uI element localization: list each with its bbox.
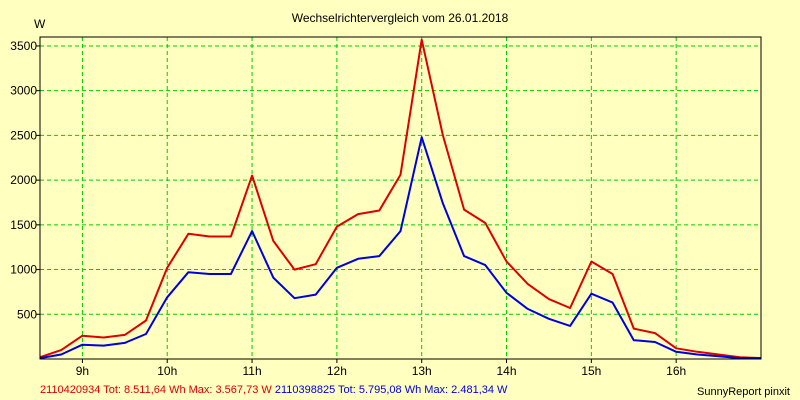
x-tick-label: 13h xyxy=(412,364,432,378)
x-tick-label: 12h xyxy=(327,364,347,378)
y-tick-label: 1000 xyxy=(10,263,37,277)
series-1-summary: 2110420934 Tot: 8.511,64 Wh Max: 3.567,7… xyxy=(40,384,272,396)
series-2-line xyxy=(39,136,761,360)
y-tick-label: 2000 xyxy=(10,173,37,187)
x-tick-label: 10h xyxy=(157,364,177,378)
y-tick-label: 3500 xyxy=(10,39,37,53)
chart-footer: 2110420934 Tot: 8.511,64 Wh Max: 3.567,7… xyxy=(40,384,507,396)
chart-title: Wechselrichtervergleich vom 26.01.2018 xyxy=(291,11,509,25)
x-tick-label: 9h xyxy=(76,364,89,378)
x-tick-label: 16h xyxy=(666,364,686,378)
series-1-line xyxy=(39,38,762,360)
y-tick-label: 1500 xyxy=(10,218,37,232)
y-tick-label: 2500 xyxy=(10,128,37,142)
y-tick-label: 500 xyxy=(17,307,37,321)
x-tick-label: 14h xyxy=(497,364,517,378)
y-tick-label: 3000 xyxy=(10,84,37,98)
x-tick-label: 15h xyxy=(581,364,601,378)
x-tick-label: 11h xyxy=(242,364,261,378)
y-axis-unit-label: W xyxy=(34,17,46,31)
plot-area xyxy=(40,37,761,359)
series-2-summary: 2110398825 Tot: 5.795,08 Wh Max: 2.481,3… xyxy=(274,384,508,396)
report-credit: SunnyReport pinxit xyxy=(697,386,790,398)
plot-frame xyxy=(39,36,762,360)
